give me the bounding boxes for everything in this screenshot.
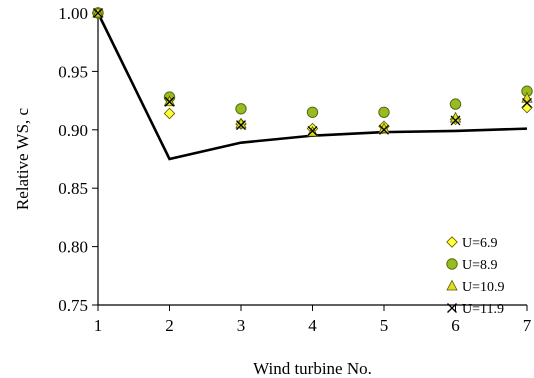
x-marker-stroke <box>236 120 246 131</box>
points-layer <box>92 6 533 137</box>
x-marker-stroke <box>164 96 175 107</box>
data-point <box>450 115 461 126</box>
legend: U=6.9 U=8.9 U=10.9 U=11.9 <box>446 236 505 317</box>
x-tick-label: 5 <box>380 316 389 335</box>
data-point <box>306 106 319 118</box>
data-point <box>449 98 462 110</box>
y-tick-label: 1.00 <box>58 4 88 23</box>
data-point <box>93 8 103 18</box>
x-tick-label: 3 <box>237 316 246 335</box>
x-marker-stroke <box>379 124 389 135</box>
y-tick-label: 0.90 <box>58 121 88 140</box>
reference-line <box>96 12 528 161</box>
x-tick-label: 2 <box>165 316 174 335</box>
y-axis-title: Relative WS, c <box>13 107 32 210</box>
legend-label: U=10.9 <box>462 280 505 295</box>
y-tick-label: 0.85 <box>58 179 88 198</box>
data-point <box>379 124 389 135</box>
data-point <box>521 101 533 114</box>
y-tick-label: 0.75 <box>58 296 88 315</box>
x-tick-label: 1 <box>94 316 103 335</box>
x-tick-label: 4 <box>308 316 317 335</box>
x-marker-stroke <box>450 115 461 126</box>
data-point <box>307 126 318 136</box>
x-marker-stroke <box>522 97 532 108</box>
x-tick-label: 6 <box>451 316 460 335</box>
data-point <box>236 120 246 131</box>
legend-marker <box>446 279 458 291</box>
x-marker-stroke <box>93 8 103 18</box>
series-U=11.9 <box>93 8 532 136</box>
data-point <box>522 97 532 108</box>
axes: 0.75 0.80 0.85 0.90 0.95 1.00 1 2 3 4 5 6 7 <box>58 4 532 335</box>
data-point <box>378 106 390 118</box>
legend-marker <box>447 303 457 313</box>
data-point <box>164 96 175 107</box>
x-tick-label: 7 <box>523 316 532 335</box>
legend-label: U=6.9 <box>462 236 498 251</box>
data-point <box>235 103 247 115</box>
x-axis-title: Wind turbine No. <box>253 359 372 378</box>
legend-label: U=11.9 <box>462 302 504 317</box>
y-tick-label: 0.95 <box>58 62 88 81</box>
series-U=8.9 <box>92 7 533 118</box>
y-tick-label: 0.80 <box>58 238 88 257</box>
data-point <box>163 107 176 120</box>
legend-marker <box>446 236 458 248</box>
legend-marker <box>446 258 458 270</box>
reference-line-layer <box>96 12 528 161</box>
x-marker-stroke <box>307 126 318 136</box>
x-marker-stroke <box>447 303 457 313</box>
legend-label: U=8.9 <box>462 258 498 273</box>
